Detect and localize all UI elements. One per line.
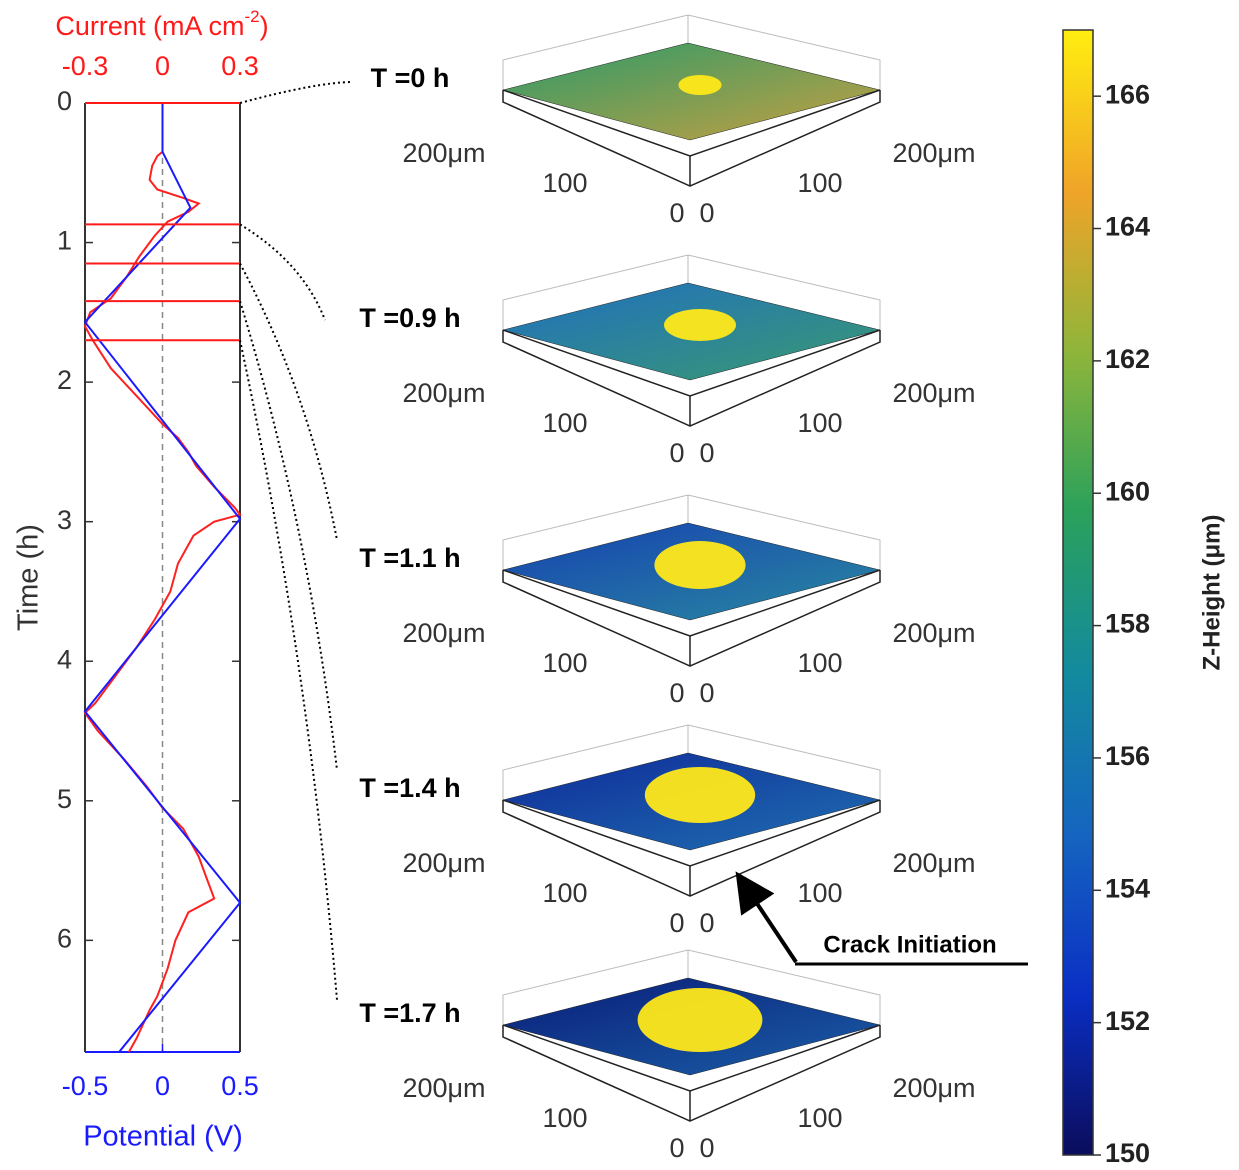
surface-peak [654,541,745,589]
colorbar-tick-label: 162 [1105,344,1150,374]
x2-tick-label: -0.3 [62,51,109,81]
surface-axis-label: 0 [669,908,684,938]
leader-line [240,263,337,540]
colorbar-tick-label: 166 [1105,79,1150,109]
surface-axis-label: 100 [542,408,587,438]
y-tick-label: 5 [57,784,72,814]
surface-axis-label: 0 [669,678,684,708]
x2-axis-label-part: Current (mA cm [55,11,244,41]
surface-axis-label: 100 [542,878,587,908]
surface-axis-label: 200μm [892,1073,975,1103]
surface-axis-label: 0 [699,908,714,938]
time-label: T =1.1 h [359,543,460,573]
x-axis-label: Potential (V) [83,1121,243,1153]
x-tick-label: -0.5 [62,1071,109,1101]
x-tick-label: 0.5 [221,1071,259,1101]
surface-axis-label: 200μm [402,138,485,168]
x-tick-label: 0 [155,1071,170,1101]
y-axis-label: Time (h) [13,524,45,631]
leader-line [240,224,325,320]
y-tick-label: 1 [57,226,72,256]
surface-axis-label: 100 [797,1103,842,1133]
surface-axis-label: 0 [699,1133,714,1163]
y-tick-label: 0 [57,86,72,116]
x2-tick-label: 0.3 [221,51,259,81]
y-tick-label: 4 [57,644,72,674]
surface-axis-label: 100 [542,648,587,678]
surface-axis-label: 200μm [402,618,485,648]
surface-axis-label: 0 [669,198,684,228]
x2-tick-label: 0 [155,51,170,81]
time-label: T =1.4 h [359,773,460,803]
surface-axis-label: 100 [797,878,842,908]
time-label: T =1.7 h [359,998,460,1028]
x2-axis-label-part: ) [260,11,269,41]
colorbar-tick-label: 152 [1105,1006,1150,1036]
page: {"chart_data": [ {"type": "line", "ylabe… [0,0,1239,1170]
y-tick-label: 6 [57,923,72,953]
colorbar-tick-label: 154 [1105,873,1150,903]
leader-line [240,301,337,770]
leader-line [240,82,352,103]
leader-line [240,340,337,1000]
colorbar [1063,30,1093,1155]
surface-axis-label: 0 [669,1133,684,1163]
surface-axis-label: 100 [542,1103,587,1133]
surface-axis-label: 200μm [402,378,485,408]
surface-axis-label: 100 [797,168,842,198]
surface-peak [678,75,721,95]
colorbar-tick-label: 156 [1105,741,1150,771]
time-label: T =0.9 h [359,303,460,333]
x2-axis-label-part: -2 [244,7,259,26]
surface-axis-label: 100 [797,408,842,438]
surface-peak [638,988,763,1052]
surface-axis-label: 0 [699,198,714,228]
surface-axis-label: 200μm [402,848,485,878]
surface-axis-label: 0 [669,438,684,468]
colorbar-label: Z-Height (μm) [1198,515,1225,671]
annotation: Crack Initiation [823,931,996,958]
annotation-arrow [740,878,796,962]
surface-axis-label: 100 [797,648,842,678]
surface-peak [645,767,755,823]
colorbar-tick-label: 164 [1105,212,1150,242]
y-tick-label: 2 [57,365,72,395]
surface-axis-label: 0 [699,678,714,708]
time-label: T =0 h [371,63,450,93]
colorbar-tick-label: 150 [1105,1138,1150,1168]
x2-axis-label: Current (mA cm-2) [55,7,268,41]
figure: 0 1 2 3 4 5 6 -0.5 0 0.5 -0.3 0 0.3 Time (h) Potential… [0,0,1239,1170]
surface-peak [664,309,736,341]
colorbar-tick-label: 160 [1105,476,1150,506]
surface-axis-label: 200μm [892,848,975,878]
surface-axis-label: 100 [542,168,587,198]
surface-axis-label: 0 [699,438,714,468]
y-tick-label: 3 [57,505,72,535]
surface-axis-label: 200μm [892,378,975,408]
surface-axis-label: 200μm [892,138,975,168]
surface-axis-label: 200μm [892,618,975,648]
surface-axis-label: 200μm [402,1073,485,1103]
colorbar-tick-label: 158 [1105,609,1150,639]
